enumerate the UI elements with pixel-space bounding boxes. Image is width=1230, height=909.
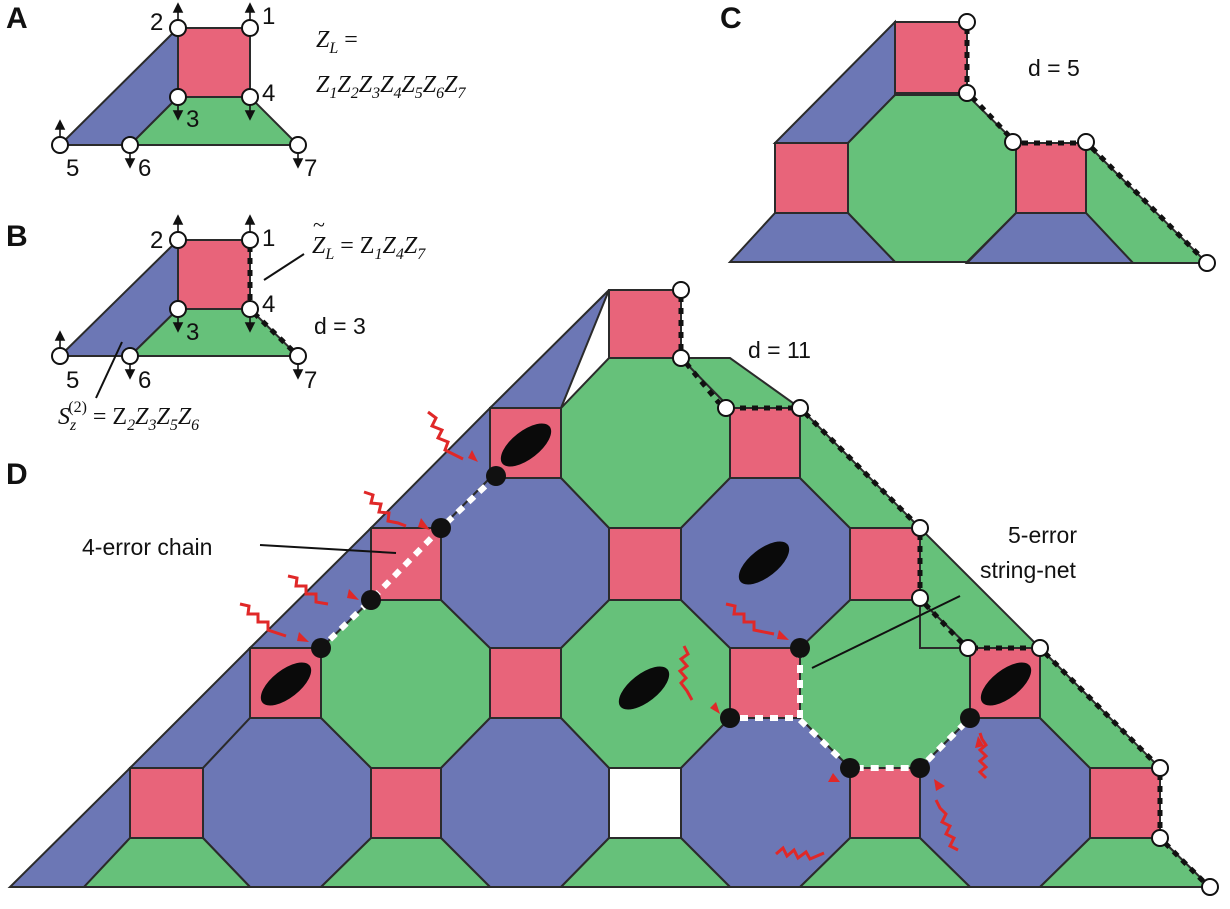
green-plaquette <box>558 837 733 888</box>
qubit-circles <box>51 19 307 154</box>
qubit-label: 3 <box>186 319 199 346</box>
red-plaquette <box>894 21 968 94</box>
qubit-circles <box>672 281 1219 896</box>
logical-operator-path <box>678 296 1207 885</box>
string-net-annotation-line1: 5-error <box>1008 522 1077 548</box>
qubit-circles <box>51 231 307 365</box>
qubit-label: 4 <box>262 80 275 107</box>
stabilizer-equation: Sz(2) = Z2Z3Z5Z6 <box>58 399 199 434</box>
red-plaquette <box>608 289 682 359</box>
panel-letter-c: C <box>720 2 742 35</box>
error-arrowheads <box>297 450 984 791</box>
chain-annotation: 4-error chain <box>82 534 212 560</box>
chain-leader-line <box>259 544 397 554</box>
blue-plaquette <box>727 212 898 263</box>
distance-label: d = 11 <box>748 337 811 363</box>
qubit-label: 4 <box>262 291 275 318</box>
panel-a: A 1 2 3 4 5 6 7 ZL = Z1Z2Z3Z4Z5Z6Z7 <box>6 2 467 182</box>
qubit-label: 2 <box>150 9 163 36</box>
panel-letter-b: B <box>6 220 28 253</box>
logical-operator-path <box>247 246 296 354</box>
qubit-label: 1 <box>262 225 275 252</box>
error-chain-paths <box>318 473 973 771</box>
distance-label: d = 5 <box>1028 55 1080 81</box>
syndrome-dots <box>311 466 980 778</box>
logical-z-equation-rhs: Z1Z2Z3Z4Z5Z6Z7 <box>316 72 467 102</box>
tilde-mark: ~ <box>313 212 325 237</box>
blue-plaquette <box>964 212 1136 264</box>
logical-operator-path <box>964 28 1205 261</box>
red-plaquette <box>177 239 251 310</box>
logical-z-tilde-equation: ZL = Z1Z4Z7 <box>312 233 426 263</box>
qubit-label: 7 <box>304 367 317 394</box>
panel-c: C d = 5 <box>720 2 1216 272</box>
qubit-label: 5 <box>66 155 79 182</box>
panel-b: B 1 2 3 4 5 6 7 ZL = Z1Z4Z7 ~ <box>6 212 426 434</box>
panel-letter-d: D <box>6 458 28 491</box>
qubit-circles <box>958 13 1216 272</box>
distance-label: d = 3 <box>314 313 366 339</box>
qubit-label: 1 <box>262 3 275 30</box>
red-plaquette <box>177 27 251 98</box>
logical-z-equation-lhs: ZL = <box>316 27 358 57</box>
qubit-label: 7 <box>304 155 317 182</box>
red-plaquette <box>774 142 849 214</box>
string-net-leader-line <box>811 595 961 669</box>
string-net-annotation-line2: string-net <box>980 557 1076 583</box>
red-plaquette <box>1015 142 1087 214</box>
logical-leader-line <box>263 253 305 281</box>
qubit-label: 5 <box>66 367 79 394</box>
stabilizer-leader-line <box>95 341 123 399</box>
qubit-label: 3 <box>186 106 199 133</box>
blue-octagon <box>440 477 610 649</box>
panel-letter-a: A <box>6 2 28 35</box>
error-arrows <box>239 410 989 861</box>
qubit-label: 6 <box>138 155 151 182</box>
blue-octagon <box>440 717 610 888</box>
qubit-label: 2 <box>150 227 163 254</box>
excitation-blobs <box>260 423 1032 710</box>
panel-d: D <box>6 281 1219 896</box>
qubit-label: 6 <box>138 367 151 394</box>
